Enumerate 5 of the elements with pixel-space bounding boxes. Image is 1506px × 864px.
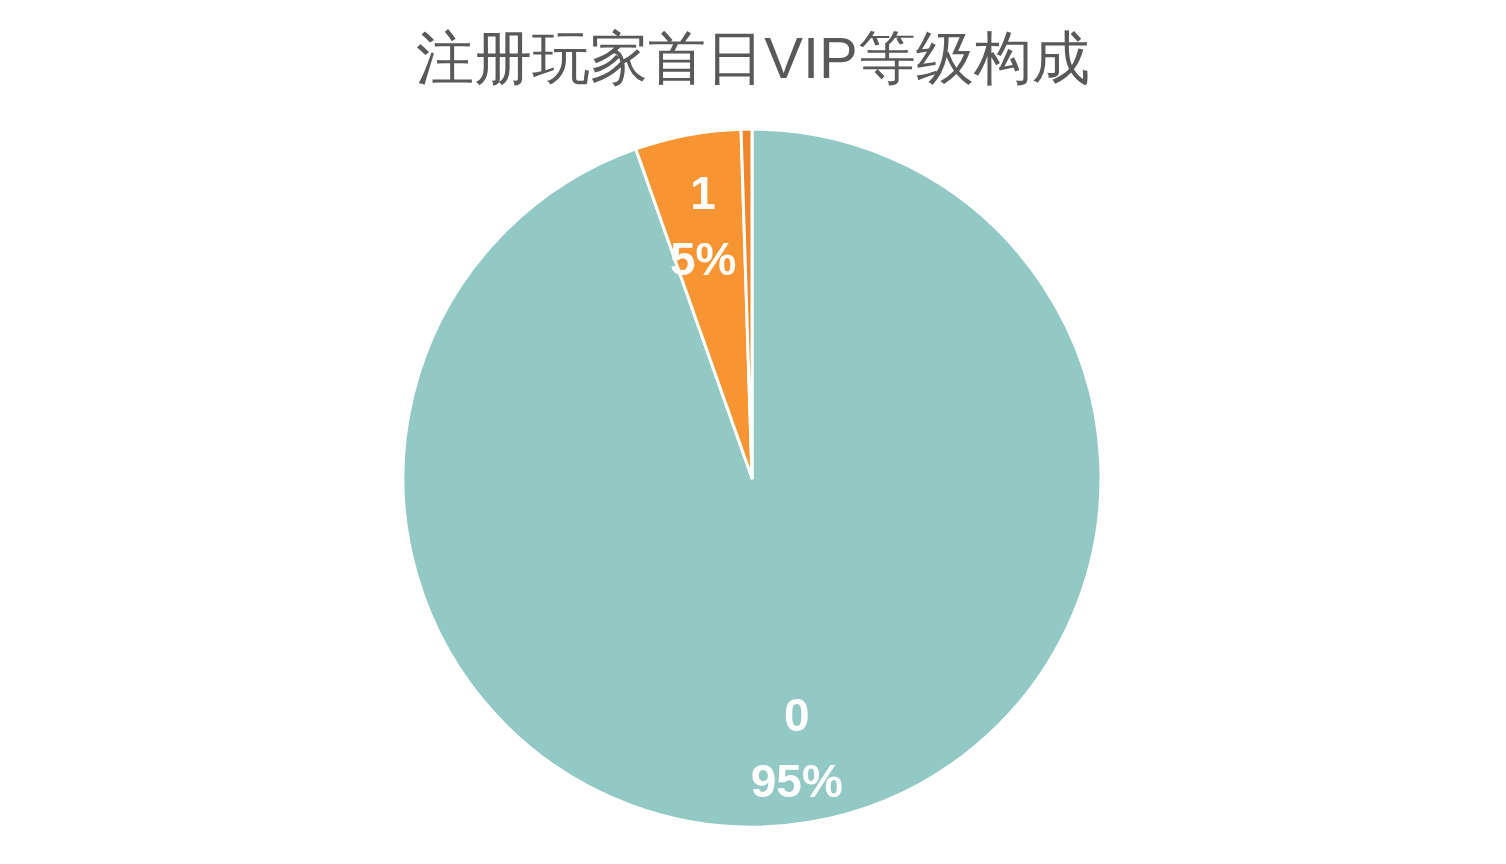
- chart-title: 注册玩家首日VIP等级构成: [416, 25, 1090, 90]
- data-label: 95%: [750, 755, 843, 808]
- slice-label: 1: [690, 167, 716, 220]
- pie-slice: [402, 127, 1103, 829]
- slice-label: 0: [783, 689, 810, 742]
